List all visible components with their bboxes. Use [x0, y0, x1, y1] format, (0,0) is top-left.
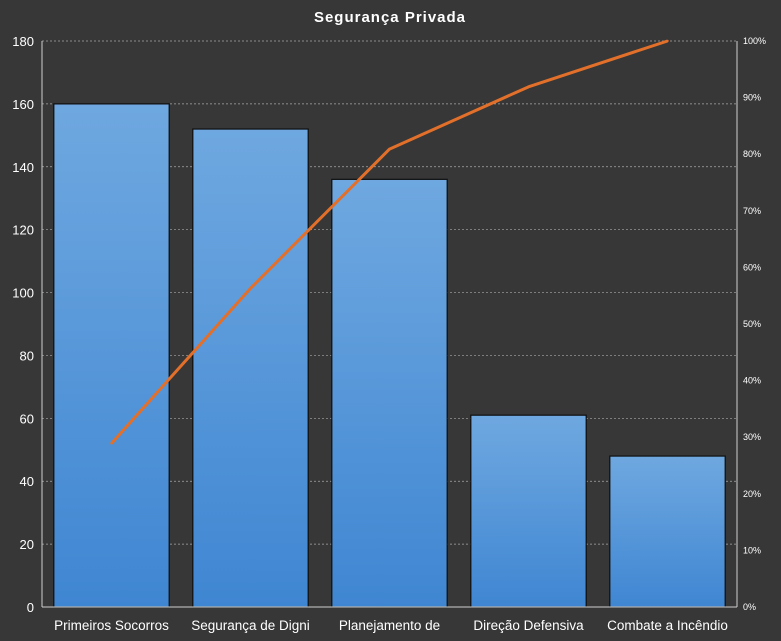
cumulative-point — [666, 39, 669, 43]
y-tick-label: 80 — [20, 348, 34, 363]
y-tick-label: 20 — [20, 537, 34, 552]
bar — [331, 178, 448, 608]
bar — [470, 414, 587, 608]
bar — [53, 103, 170, 608]
y2-tick-label: 20% — [743, 489, 761, 499]
y-tick-label: 120 — [12, 223, 34, 238]
x-category-label: Combate a Incêndio — [607, 618, 728, 633]
cumulative-point — [110, 442, 113, 445]
y2-tick-label: 100% — [743, 36, 766, 46]
y2-tick-label: 80% — [743, 149, 761, 159]
x-category-label: Planejamento de — [339, 618, 440, 633]
y-tick-label: 0 — [27, 600, 34, 615]
bar — [609, 455, 726, 608]
y-tick-label: 160 — [12, 97, 34, 112]
y2-tick-label: 70% — [743, 206, 761, 216]
cumulative-point — [527, 85, 530, 89]
y2-tick-label: 50% — [743, 319, 761, 329]
cumulative-point — [388, 147, 391, 151]
cumulative-point — [249, 287, 252, 290]
cumulative-line-series — [110, 39, 669, 445]
x-category-label: Direção Defensiva — [473, 618, 584, 633]
x-category-label: Primeiros Socorros — [54, 618, 169, 633]
y2-tick-label: 90% — [743, 93, 761, 103]
y2-tick-label: 0% — [743, 602, 756, 612]
y-tick-label: 180 — [12, 34, 34, 49]
bars — [53, 103, 726, 608]
y-tick-label: 60 — [20, 411, 34, 426]
axes — [41, 41, 738, 608]
y-tick-label: 40 — [20, 474, 34, 489]
y-tick-label: 100 — [12, 286, 34, 301]
x-category-label: Segurança de Digni — [191, 618, 310, 633]
chart-title: Segurança Privada — [314, 9, 466, 26]
y2-tick-label: 40% — [743, 376, 761, 386]
axis-labels: 0 20 40 60 80 100 120 140 160 180 0% 10% 20% 30% 40% 50… — [12, 34, 766, 633]
y2-tick-label: 10% — [743, 545, 761, 555]
y2-tick-label: 30% — [743, 432, 761, 442]
y-tick-label: 140 — [12, 160, 34, 175]
y2-tick-label: 60% — [743, 262, 761, 272]
bar — [192, 128, 309, 608]
